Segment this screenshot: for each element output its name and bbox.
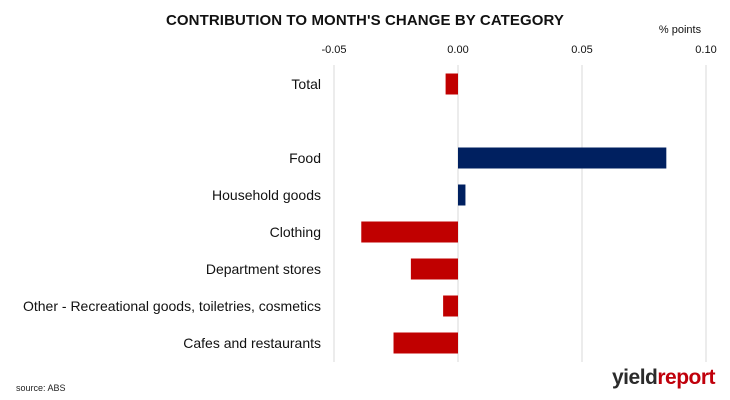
brand-logo: yieldreport <box>612 366 716 390</box>
category-label: Total <box>291 76 321 92</box>
category-label: Other - Recreational goods, toiletries, … <box>23 298 321 314</box>
bar <box>443 295 458 317</box>
category-label: Department stores <box>206 261 321 277</box>
bar <box>393 332 458 354</box>
x-tick-label: -0.05 <box>321 44 346 56</box>
category-label: Food <box>289 150 321 166</box>
bar <box>361 221 458 243</box>
bar <box>445 73 458 95</box>
x-tick-label: 0.05 <box>571 44 592 56</box>
category-label: Cafes and restaurants <box>183 335 321 351</box>
brand-logo-part1: yield <box>612 366 658 389</box>
bar <box>458 184 466 206</box>
bar <box>410 258 458 280</box>
category-label: Clothing <box>270 224 321 240</box>
bar <box>458 147 667 169</box>
chart-title: CONTRIBUTION TO MONTH'S CHANGE BY CATEGO… <box>165 12 565 29</box>
x-tick-label: 0.10 <box>695 44 716 56</box>
brand-logo-part2: report <box>657 366 716 389</box>
x-tick-label: 0.00 <box>447 44 468 56</box>
unit-label: % points <box>658 24 702 36</box>
source-note: source: ABS <box>16 383 66 393</box>
category-label: Household goods <box>212 187 321 203</box>
